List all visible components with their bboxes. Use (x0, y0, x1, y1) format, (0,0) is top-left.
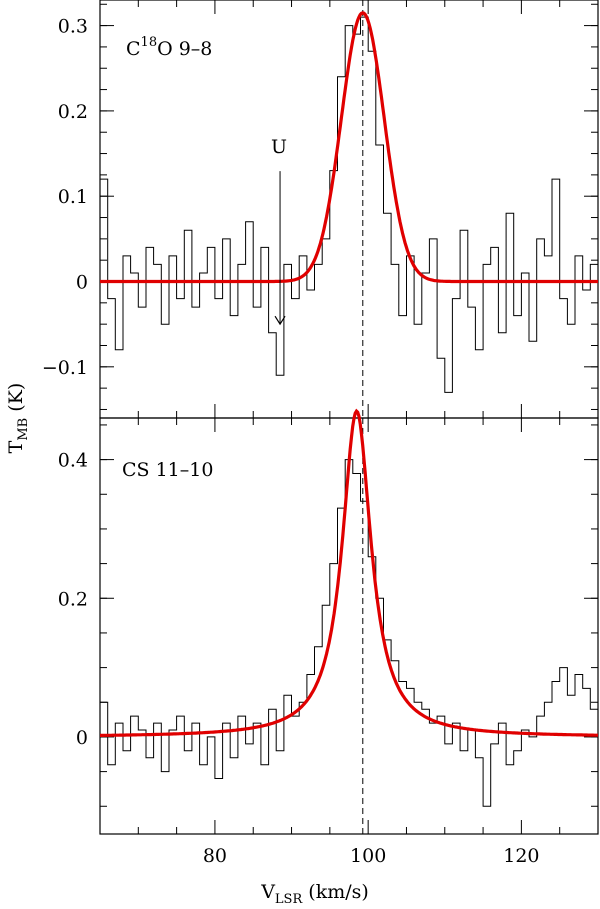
annotation-u-arrowhead (274, 315, 286, 326)
panel-label: C18O 9–8 (126, 35, 212, 60)
y-tick-label: 0.2 (58, 588, 88, 610)
label-main: C (126, 38, 141, 60)
spectrum-trace (100, 16, 598, 393)
y-axis-title-sub: MB (16, 418, 31, 441)
x-tick-label: 80 (203, 845, 227, 867)
x-axis-ticks: 80 100 120 (137, 418, 561, 867)
y-tick-label: 0 (76, 272, 88, 294)
lorentzian-fit-curve (100, 408, 598, 737)
y-tick-label: 0.2 (58, 101, 88, 123)
x-axis-title-unit: (km/s) (302, 881, 369, 903)
x-axis-ticks (137, 0, 561, 418)
y-tick-label: 0.3 (58, 16, 88, 38)
y-axis-ticks: 0 0.2 0.4 (58, 424, 598, 807)
y-tick-label: 0.4 (58, 450, 88, 472)
y-axis-title-main: T (5, 440, 27, 453)
x-axis-title: VLSR (km/s) (260, 881, 369, 907)
y-axis-title: TMB (K) (5, 383, 31, 454)
panel-c18o: −0.1 0 0.1 0.2 0.3 C18O 9–8 U (42, 0, 599, 419)
label-sup: 18 (141, 35, 158, 50)
annotation-u: U (271, 136, 287, 158)
panel-frame (99, 417, 599, 835)
x-axis-title-sub: LSR (275, 892, 304, 907)
y-tick-label: 0.1 (58, 186, 88, 208)
gaussian-fit-curve (100, 11, 598, 284)
label-rest: O 9–8 (157, 38, 212, 60)
label-main: CS 11–10 (122, 459, 213, 481)
x-tick-label: 120 (503, 845, 539, 867)
x-tick-label: 100 (350, 845, 386, 867)
x-axis-title-main: V (260, 881, 275, 903)
y-axis-ticks: −0.1 0 0.1 0.2 0.3 (42, 3, 598, 410)
y-axis-title-unit: (K) (5, 383, 27, 418)
panel-cs: 0 0.2 0.4 80 100 120 CS 11–10 (58, 408, 599, 867)
y-tick-label: 0 (76, 727, 88, 749)
spectrum-trace (100, 459, 598, 807)
y-tick-label: −0.1 (42, 357, 88, 379)
panel-label: CS 11–10 (122, 459, 213, 481)
